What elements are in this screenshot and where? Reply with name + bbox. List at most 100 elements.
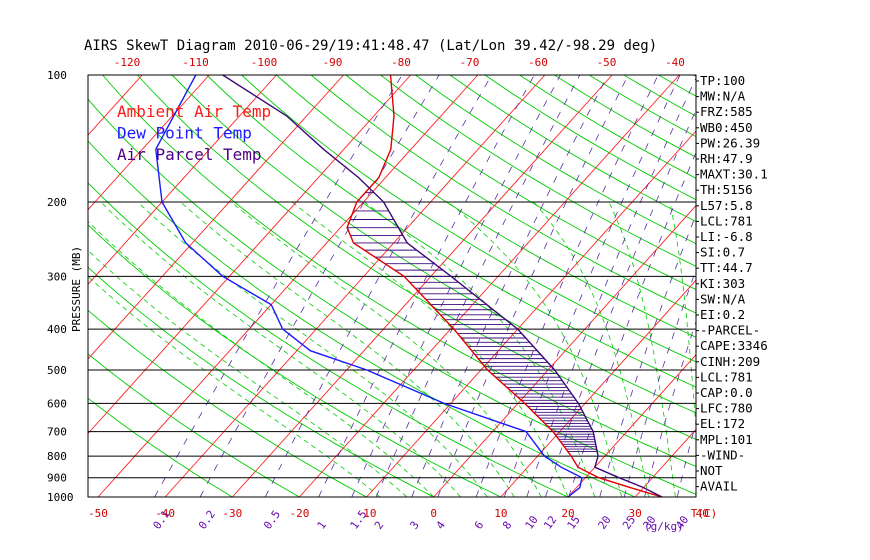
legend-entry: Ambient Air Temp: [117, 102, 271, 121]
index-entry: LFC:780: [700, 401, 753, 416]
pressure-tick-label: 700: [47, 426, 67, 439]
mixing-ratio-line: [676, 422, 697, 498]
dry-adiabat: [87, 397, 233, 498]
dry-adiabat: [241, 74, 697, 363]
pressure-tick-label: 1000: [47, 491, 74, 504]
index-entry: EL:172: [700, 416, 745, 431]
dry-adiabat: [87, 182, 569, 498]
moist-adiabat: [291, 201, 569, 498]
dry-adiabat: [484, 74, 697, 201]
chart-title: AIRS SkewT Diagram 2010-06-29/19:41:48.4…: [84, 38, 657, 54]
dry-adiabat: [554, 74, 697, 158]
dry-adiabat: [588, 74, 697, 137]
moist-adiabat: [533, 201, 649, 498]
legend-entry: Dew Point Temp: [117, 124, 252, 143]
mixing-ratio-tick: 12: [541, 513, 559, 531]
index-entry: -WIND-: [700, 447, 745, 462]
bottom-temp-tick: -10: [357, 507, 377, 520]
bottom-temp-tick: 0: [430, 507, 437, 520]
bottom-temp-tick: 20: [561, 507, 574, 520]
bottom-temp-tick: -20: [289, 507, 309, 520]
dew-point-line: [155, 74, 583, 498]
index-entry: KI:303: [700, 276, 745, 291]
top-temp-tick: -100: [251, 56, 278, 69]
pressure-tick-label: 800: [47, 450, 67, 463]
isotherm: [500, 279, 697, 498]
mixing-ratio-line: [526, 77, 697, 498]
index-entry: PW:26.39: [700, 135, 760, 150]
frame: [87, 74, 697, 498]
index-entry: LCL:781: [700, 369, 753, 384]
pressure-tick-label: 900: [47, 472, 67, 485]
index-entry: EI:0.2: [700, 307, 745, 322]
top-temp-tick: -50: [597, 56, 617, 69]
mixing-ratio-tick: 30: [640, 513, 658, 531]
index-entry: MPL:101: [700, 432, 753, 447]
pressure-tick-label: 600: [47, 397, 67, 410]
dry-adiabat: [87, 140, 636, 498]
pressure-tick-label: 400: [47, 323, 67, 336]
index-entry: WB0:450: [700, 120, 753, 135]
moist-adiabat: [447, 201, 623, 498]
dry-adiabat: [87, 224, 501, 498]
mixing-ratio-tick: 4: [434, 519, 449, 532]
dry-adiabat: [87, 309, 367, 498]
mixing-ratio-line: [199, 74, 440, 498]
moist-adiabat: [87, 276, 381, 498]
mixing-ratio-tick: 3: [407, 519, 421, 532]
moist-adiabat: [87, 221, 434, 498]
plot-border: [87, 74, 697, 498]
pressure-tick-label: 300: [47, 270, 67, 283]
bottom-temp-tick: 10: [494, 507, 507, 520]
mixing-ratio-tick: 0.2: [196, 508, 218, 532]
top-temp-tick: -70: [460, 56, 480, 69]
index-entry: TH:5156: [700, 182, 753, 197]
dry-adiabat: [87, 98, 697, 495]
series-lines: [155, 74, 663, 498]
legend: Ambient Air Temp Dew Point Temp Air Parcel…: [117, 102, 271, 164]
index-entry: TT:44.7: [700, 260, 753, 275]
dry-adiabat: [519, 74, 697, 179]
ambient-temp-line: [346, 74, 663, 498]
isotherm: [87, 74, 344, 360]
index-entry: AVAIL: [700, 479, 738, 494]
mixing-ratio-line: [503, 74, 681, 498]
mixing-ratio-tick: 40: [673, 513, 691, 531]
moist-adiabat: [87, 250, 408, 498]
dry-adiabat: [623, 74, 697, 117]
bottom-temp-tick: -30: [222, 507, 242, 520]
pressure-tick-label: 200: [47, 196, 67, 209]
mixing-ratio-line: [644, 321, 697, 498]
index-entry: SI:0.7: [700, 245, 745, 260]
top-temp-tick: -90: [323, 56, 343, 69]
moist-adiabat: [230, 201, 542, 498]
mixing-unit-label: (g/kg): [644, 520, 684, 533]
bottom-temp-tick: -50: [88, 507, 108, 520]
index-entry: MAXT:30.1: [700, 167, 768, 182]
dry-adiabat: [345, 74, 697, 290]
index-entry: MW:N/A: [700, 89, 746, 104]
mixing-ratio-line: [318, 74, 535, 498]
isotherm: [87, 74, 143, 136]
index-entry: FRZ:585: [700, 104, 753, 119]
stability-indices: TP:100MW:N/AFRZ:585WB0:450PW:26.39RH:47.…: [696, 73, 768, 494]
mixing-ratio-line: [545, 109, 697, 498]
mixing-ratio-line: [568, 152, 697, 498]
pressure-tick-label: 100: [47, 69, 67, 82]
bottom-temp-tick: -40: [155, 507, 175, 520]
isotherm: [87, 74, 412, 434]
top-temp-tick: -60: [528, 56, 548, 69]
isotherm: [231, 74, 613, 498]
mixing-ratio-line: [375, 74, 581, 498]
top-temp-tick: -110: [182, 56, 209, 69]
mixing-ratio-tick: 20: [596, 513, 614, 531]
isotherm: [97, 74, 479, 498]
mixing-ratio-line: [351, 74, 561, 498]
isotherm: [164, 74, 546, 498]
mixing-ratio-tick: 25: [620, 513, 638, 531]
mixing-ratio-tick: 2: [372, 519, 386, 532]
index-entry: LCL:781: [700, 213, 753, 228]
parcel-temp-line: [222, 74, 663, 498]
isotherm: [87, 74, 277, 285]
